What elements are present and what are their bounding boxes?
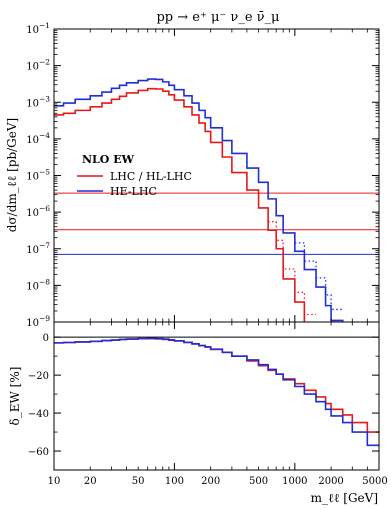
x-tick-label: 200 (201, 476, 220, 487)
ratio-frame (53, 321, 380, 471)
main-y-tick-label-exponent: −8 (39, 277, 50, 286)
x-tick-label: 1000 (282, 476, 307, 487)
dotted-series-2 (268, 220, 317, 316)
main-y-tick-label-exponent: −5 (39, 168, 50, 177)
x-tick-label: 10 (48, 476, 61, 487)
ratio-panel: 0 −20 −40 −60 10 20 50 100 200 500 1000 2000 5000 δ… (8, 321, 388, 505)
main-y-tick-label-exponent: −7 (39, 241, 50, 250)
ratio-y-tick-label: −20 (28, 371, 49, 382)
dotted-series-3 (294, 242, 343, 311)
chart-title: pp → e⁺ μ⁻ ν_e ν̄_μ (156, 10, 279, 25)
main-y-tick-label-exponent: −6 (39, 204, 50, 213)
x-tick-label: 500 (249, 476, 268, 487)
x-tick-label: 5000 (362, 476, 387, 487)
legend-entry-helhc: HE-LHC (110, 185, 157, 198)
main-y-tick-label-base: 10 (26, 245, 39, 256)
series-0 (54, 87, 306, 322)
ratio-y-tick-label: −40 (28, 409, 49, 420)
x-tick-label: 50 (132, 476, 145, 487)
main-y-tick-label-base: 10 (26, 172, 39, 183)
reference-lines (54, 192, 379, 255)
main-y-tick-label: 10−7 (26, 241, 50, 256)
main-y-tick-label: 10−9 (26, 314, 50, 329)
legend: NLO EW LHC / HL-LHC HE-LHC (77, 153, 192, 198)
main-y-tick-label-base: 10 (26, 208, 39, 219)
main-panel: 10−910−810−710−610−510−410−310−210−1 dσ/… (5, 21, 380, 329)
main-series (54, 78, 344, 322)
main-y-tick-label: 10−2 (26, 58, 50, 73)
main-y-ticks: 10−910−810−710−610−510−410−310−210−1 (26, 21, 379, 329)
ratio-y-ticks: 0 −20 −40 −60 (28, 333, 379, 471)
main-y-tick-label: 10−4 (26, 131, 50, 146)
main-x-ticks (53, 29, 380, 322)
ratio-series-0 (54, 337, 379, 433)
main-y-tick-label-base: 10 (26, 135, 39, 146)
ratio-y-tick-label: 0 (43, 333, 49, 344)
main-y-tick-label-exponent: −9 (39, 314, 50, 323)
main-y-tick-label: 10−6 (26, 204, 50, 219)
main-y-tick-label-exponent: −2 (39, 58, 50, 67)
main-y-tick-label-base: 10 (26, 25, 39, 36)
x-tick-label: 2000 (318, 476, 343, 487)
ratio-x-ticks: 10 20 50 100 200 500 1000 2000 5000 (48, 322, 388, 487)
main-y-tick-label: 10−1 (26, 21, 50, 36)
main-y-tick-label: 10−3 (26, 94, 50, 109)
ratio-series (54, 337, 379, 447)
ratio-series-1 (54, 337, 379, 447)
main-y-tick-label-base: 10 (26, 98, 39, 109)
main-y-tick-label-base: 10 (26, 281, 39, 292)
ratio-y-tick-label: −60 (28, 447, 49, 458)
x-tick-label: 20 (84, 476, 97, 487)
ratio-y-axis-label: δ_EW [%] (8, 367, 22, 426)
main-y-axis-label: dσ/dm_ℓℓ [pb/GeV] (5, 118, 19, 232)
main-y-tick-label-base: 10 (26, 318, 39, 329)
main-y-tick-label-exponent: −1 (39, 21, 50, 30)
legend-title: NLO EW (82, 153, 135, 166)
main-y-tick-label-base: 10 (26, 62, 39, 73)
x-tick-label: 100 (165, 476, 184, 487)
legend-entry-lhc: LHC / HL-LHC (110, 170, 192, 183)
main-y-tick-label-exponent: −4 (39, 131, 50, 140)
main-y-tick-label: 10−5 (26, 168, 50, 183)
x-axis-label: m_ℓℓ [GeV] (311, 491, 378, 505)
series-1 (54, 78, 344, 322)
main-y-tick-label-exponent: −3 (39, 94, 50, 103)
main-y-tick-label: 10−8 (26, 277, 50, 292)
